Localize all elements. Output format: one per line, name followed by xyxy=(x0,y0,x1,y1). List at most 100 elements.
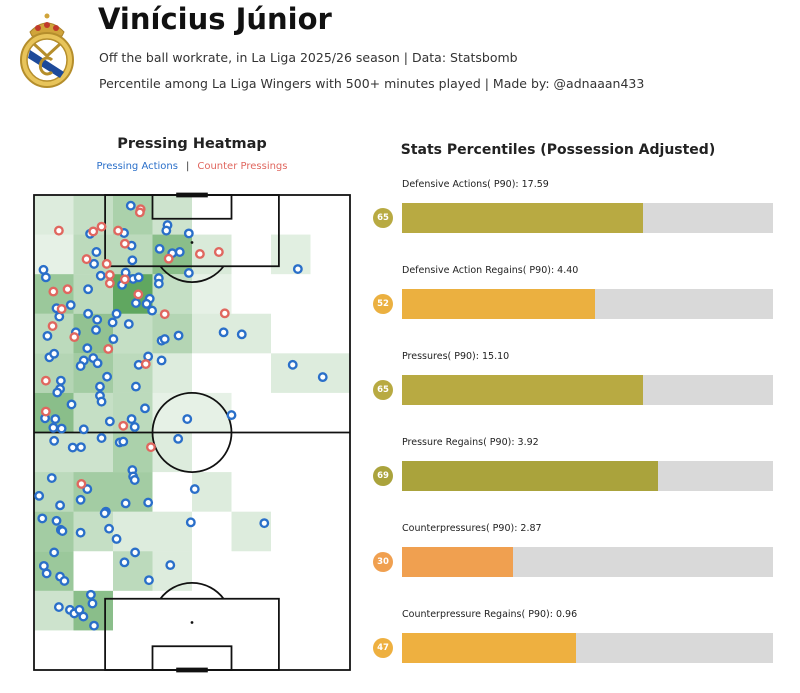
pressing-action-point xyxy=(42,330,53,341)
heatmap-cell xyxy=(34,195,74,235)
pressing-action-point xyxy=(66,399,77,410)
pitch-heatmap xyxy=(33,192,351,673)
pressing-action-point xyxy=(49,348,60,359)
pressing-action-point xyxy=(104,416,115,427)
bottom-penalty-arc xyxy=(159,582,225,600)
counter-pressing-point xyxy=(159,309,170,320)
pressing-action-point xyxy=(78,611,89,622)
pressing-action-point xyxy=(41,568,52,579)
pressing-action-point xyxy=(119,557,130,568)
stat-label: Counterpressure Regains( P90): 0.96 xyxy=(402,609,578,620)
counter-pressing-point xyxy=(69,332,80,343)
top-penalty-spot xyxy=(190,241,194,244)
pressing-action-point xyxy=(99,508,110,519)
counter-pressing-point xyxy=(140,359,151,369)
pressing-action-point xyxy=(49,547,60,558)
pressing-action-point xyxy=(130,547,141,558)
pressing-action-point xyxy=(95,381,105,392)
stat-label: Pressure Regains( P90): 3.92 xyxy=(402,437,539,448)
pressing-action-point xyxy=(89,258,99,269)
pressing-action-point xyxy=(95,270,106,281)
heatmap-cell xyxy=(113,313,153,354)
pressing-action-point xyxy=(156,355,167,366)
stats-title: Stats Percentiles (Possession Adjusted) xyxy=(400,142,716,158)
pressing-action-point xyxy=(55,375,66,386)
counter-pressing-point xyxy=(145,442,156,453)
pressing-action-point xyxy=(102,371,113,382)
pressing-action-point xyxy=(75,527,86,538)
percentile-badge: 65 xyxy=(373,208,393,228)
stat-bar-track xyxy=(402,289,773,319)
bottom-six-yard-box xyxy=(151,645,233,671)
pressing-action-point xyxy=(51,515,62,526)
pressing-action-point xyxy=(123,319,134,329)
stat-label: Pressures( P90): 15.10 xyxy=(402,351,510,362)
legend-counter-pressings: Counter Pressings xyxy=(197,161,288,172)
pressing-action-point xyxy=(67,442,78,453)
counter-pressing-point xyxy=(101,258,112,269)
stat-label: Defensive Actions( P90): 17.59 xyxy=(402,179,549,190)
top-penalty-arc xyxy=(159,265,225,283)
counter-pressing-point xyxy=(103,344,114,354)
pressing-action-point xyxy=(92,314,103,325)
pressing-action-point xyxy=(59,575,70,586)
heatmap-legend: Pressing Actions | Counter Pressings xyxy=(34,161,350,172)
stat-bar-fill xyxy=(402,633,577,663)
heatmap-cell xyxy=(34,353,74,393)
heatmap-cell xyxy=(152,195,192,235)
pressing-action-point xyxy=(130,298,141,309)
heatmap-cell xyxy=(73,432,113,473)
pressing-action-point xyxy=(125,200,136,211)
heatmap-cell xyxy=(152,313,192,354)
counter-pressing-point xyxy=(56,304,67,314)
pressing-action-point xyxy=(189,484,200,495)
pressing-action-point xyxy=(236,329,247,340)
counter-pressing-point xyxy=(104,270,115,280)
heatmap-title: Pressing Heatmap xyxy=(117,136,267,152)
pressing-action-point xyxy=(46,473,57,483)
counter-pressing-point xyxy=(134,207,145,218)
pressing-action-point xyxy=(37,513,48,524)
heatmap-cell xyxy=(271,234,311,275)
pressing-action-point xyxy=(185,517,196,528)
pressing-action-point xyxy=(140,403,150,414)
heatmap-cell xyxy=(231,511,271,552)
pressing-action-point xyxy=(83,308,94,319)
counter-pressing-point xyxy=(40,375,51,386)
pressing-action-point xyxy=(173,433,184,444)
pressing-action-point xyxy=(57,526,68,537)
club-crest-logo xyxy=(20,13,74,88)
pressing-action-point xyxy=(130,381,141,392)
percentile-badge: 30 xyxy=(373,552,393,572)
pressing-action-point xyxy=(56,423,67,434)
pressing-action-point xyxy=(165,560,176,571)
heatmap-cell xyxy=(152,551,192,591)
pressing-action-point xyxy=(120,498,131,509)
stat-bar-fill xyxy=(402,461,658,491)
counter-pressing-point xyxy=(219,308,230,319)
counter-pressing-point xyxy=(194,249,205,259)
pressing-action-point xyxy=(111,308,122,319)
counter-pressing-point xyxy=(104,278,115,289)
counter-pressing-point xyxy=(76,479,87,489)
pressing-action-point xyxy=(153,278,164,289)
counter-pressing-point xyxy=(81,254,92,265)
legend-pressing-actions: Pressing Actions xyxy=(96,161,178,172)
pressing-action-point xyxy=(218,327,229,338)
heatmap-cell xyxy=(271,353,311,393)
counter-pressing-point xyxy=(119,274,130,285)
subtitle-percentile: Percentile among La Liga Wingers with 50… xyxy=(99,76,645,91)
stat-bar-fill xyxy=(402,375,644,405)
stat-bar-fill xyxy=(402,289,595,319)
pressing-action-point xyxy=(91,325,101,335)
heatmap-cell xyxy=(113,234,153,275)
heatmap-cell xyxy=(192,392,232,433)
pressing-action-point xyxy=(174,247,185,257)
counter-pressing-point xyxy=(118,420,129,431)
pressing-action-point xyxy=(161,225,172,236)
counter-pressing-point xyxy=(62,284,73,295)
heatmap-cell xyxy=(73,392,113,433)
pressing-action-point xyxy=(126,414,137,424)
pressing-action-point xyxy=(173,330,184,341)
counter-pressing-point xyxy=(96,221,107,232)
